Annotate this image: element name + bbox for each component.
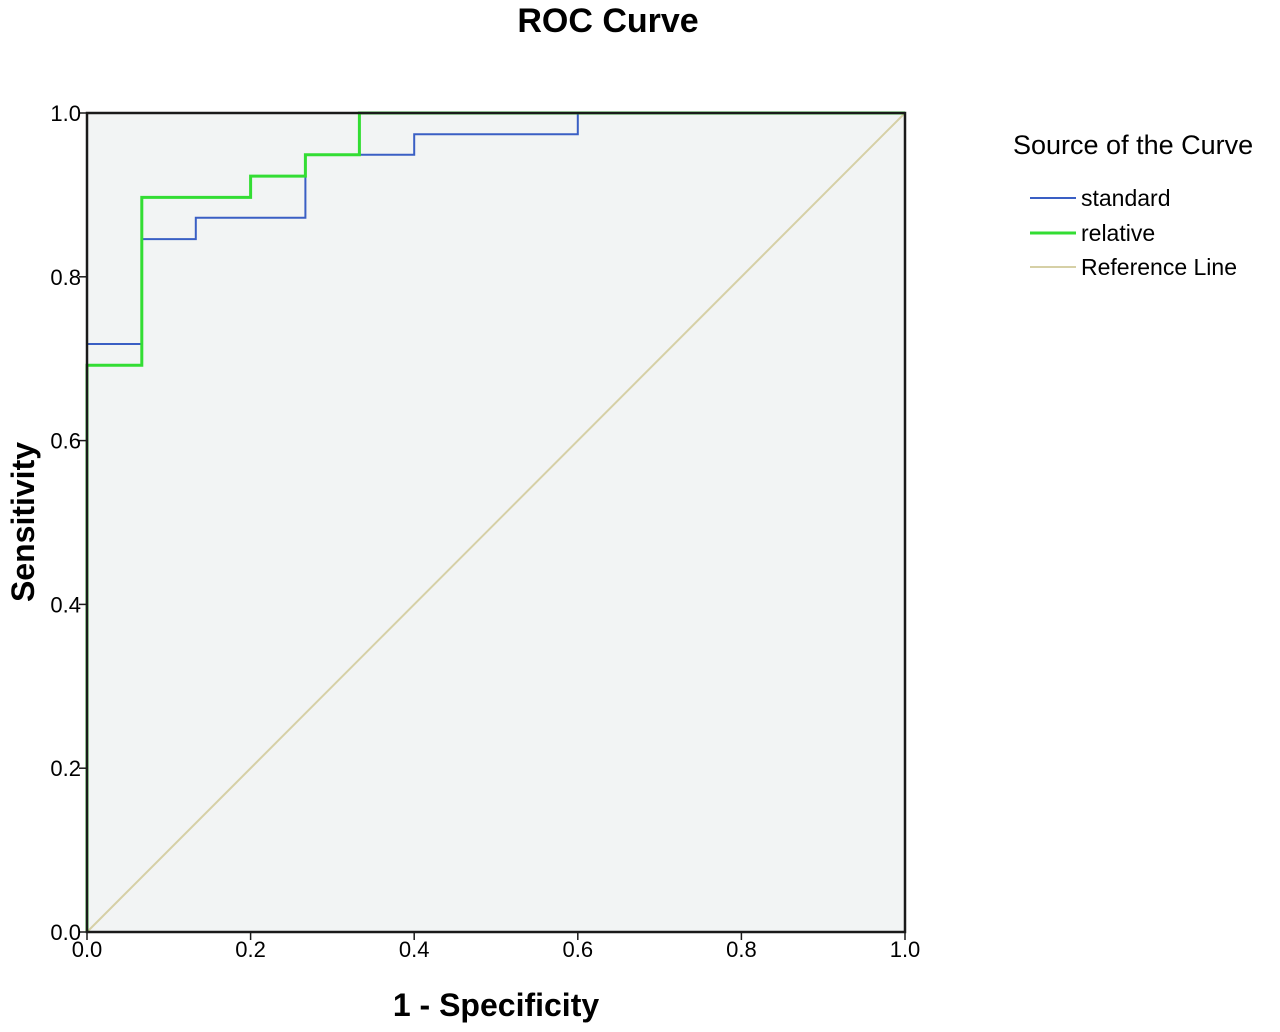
legend-items: standard relative Reference Line bbox=[1030, 185, 1237, 280]
y-axis-label: Sensitivity bbox=[5, 442, 41, 602]
plot-frame bbox=[85, 111, 907, 934]
y-tick-label: 0.0 bbox=[50, 920, 81, 945]
x-tick-label: 0.4 bbox=[399, 937, 430, 962]
x-axis-label: 1 - Specificity bbox=[393, 987, 600, 1023]
y-tick-label: 1.0 bbox=[50, 101, 81, 126]
legend-label: standard bbox=[1081, 185, 1171, 211]
y-tick-label: 0.4 bbox=[50, 592, 81, 617]
x-tick-label: 1.0 bbox=[890, 937, 921, 962]
y-axis: 0.0 0.2 0.4 0.6 0.8 1.0 bbox=[50, 101, 87, 945]
x-tick-label: 0.2 bbox=[235, 937, 266, 962]
series-line-reference-line bbox=[86, 112, 906, 933]
legend-title: Source of the Curve bbox=[1013, 130, 1253, 160]
x-tick-label: 0.8 bbox=[726, 937, 757, 962]
y-tick-label: 0.2 bbox=[50, 756, 81, 781]
chart-title: ROC Curve bbox=[517, 2, 698, 40]
series-line-relative bbox=[85, 111, 905, 932]
y-tick-label: 0.6 bbox=[50, 429, 81, 454]
x-tick-label: 0.6 bbox=[563, 937, 594, 962]
y-tick-label: 0.8 bbox=[50, 265, 81, 290]
series-layer bbox=[85, 111, 906, 933]
legend-label: relative bbox=[1081, 220, 1155, 246]
legend-label: Reference Line bbox=[1081, 254, 1237, 280]
legend: Source of the Curve standard relative Refe… bbox=[1013, 130, 1253, 280]
x-axis: 0.0 0.2 0.4 0.6 0.8 1.0 bbox=[72, 932, 921, 962]
x-tick-label: 0.0 bbox=[72, 937, 103, 962]
